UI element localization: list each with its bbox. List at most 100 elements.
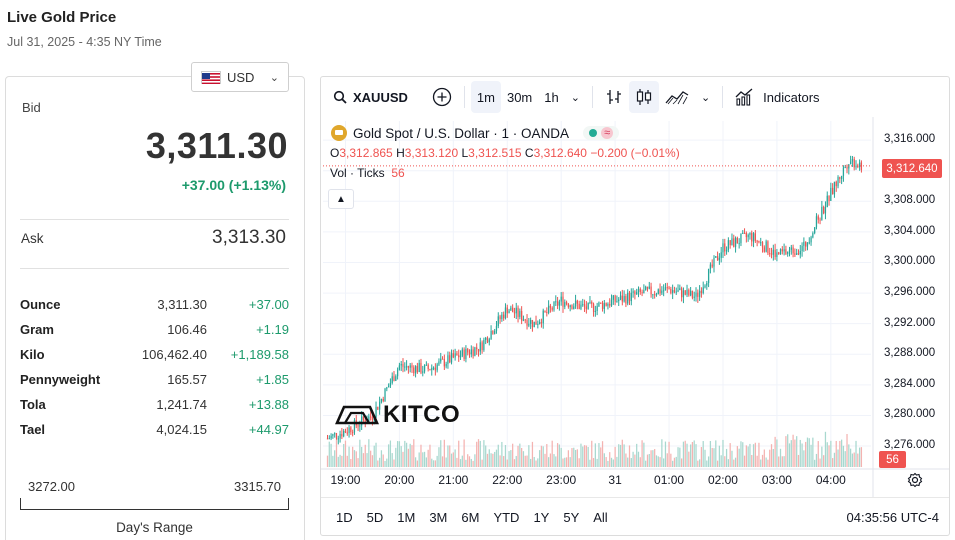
- candle-body: [767, 241, 769, 254]
- candle-body: [513, 312, 516, 314]
- gear-icon[interactable]: [907, 472, 923, 488]
- volume-bar: [851, 453, 854, 467]
- candle-body: [395, 376, 397, 381]
- candle-body: [860, 162, 863, 170]
- market-status: ≈: [583, 126, 620, 140]
- volume-bar: [709, 441, 712, 467]
- interval-1h[interactable]: 1h: [544, 89, 559, 105]
- volume-bar: [610, 457, 613, 467]
- volume-bar: [422, 452, 424, 467]
- volume-bar: [763, 449, 765, 467]
- chart-widget: XAUUSD 1m 30m 1h ⌄ ⌄ Indicators Gold Spo…: [320, 76, 950, 536]
- range-all[interactable]: All: [593, 510, 608, 525]
- volume-bar: [596, 458, 598, 467]
- volume-bar: [582, 446, 584, 467]
- volume-bar: [858, 447, 861, 467]
- volume-bar: [332, 455, 334, 467]
- price-chart[interactable]: [321, 77, 950, 497]
- symbol-search[interactable]: XAUUSD: [333, 90, 408, 105]
- volume-bar: [429, 444, 431, 467]
- range-1m[interactable]: 1M: [397, 510, 416, 525]
- candle-body: [763, 247, 765, 252]
- range-3m[interactable]: 3M: [429, 510, 448, 525]
- volume-bar: [641, 440, 643, 467]
- candle-body: [796, 253, 798, 255]
- range-5y[interactable]: 5Y: [563, 510, 580, 525]
- currency-select[interactable]: USD ⌄: [191, 62, 289, 92]
- range-5d[interactable]: 5D: [366, 510, 384, 525]
- candle-body: [648, 286, 650, 289]
- candle-body: [531, 320, 534, 328]
- page-title: Live Gold Price: [7, 9, 117, 26]
- candle-body: [858, 162, 861, 167]
- volume-bar: [418, 452, 420, 467]
- volume-bar: [544, 453, 546, 467]
- collapse-legend-button[interactable]: ▲: [328, 189, 354, 209]
- chart-toolbar: XAUUSD 1m 30m 1h ⌄ ⌄ Indicators: [321, 77, 949, 117]
- volume-bar: [682, 441, 685, 467]
- volume-bar: [565, 457, 568, 467]
- candle-body: [828, 195, 830, 201]
- candle-body: [619, 295, 622, 300]
- range-6m[interactable]: 6M: [461, 510, 480, 525]
- volume-bar: [776, 439, 778, 467]
- bar-style-button[interactable]: [599, 81, 629, 113]
- candle-body: [389, 382, 392, 386]
- area-style-button[interactable]: [659, 81, 695, 113]
- compare-button[interactable]: [426, 81, 458, 113]
- volume-bar: [812, 437, 814, 467]
- volume-bar: [420, 444, 422, 467]
- candle-style-button[interactable]: [628, 81, 659, 113]
- toolbar-separator: [722, 86, 724, 108]
- interval-1m[interactable]: 1m: [470, 81, 501, 113]
- candle-body: [731, 238, 733, 246]
- volume-bar: [779, 448, 782, 467]
- volume-bar: [524, 455, 526, 467]
- candle-body: [547, 305, 550, 313]
- interval-dropdown[interactable]: ⌄: [565, 81, 586, 113]
- candle-body: [580, 304, 582, 309]
- x-tick-label: 21:00: [438, 473, 469, 487]
- candle-body: [490, 330, 492, 340]
- candle-body: [546, 312, 548, 314]
- volume-bar: [384, 460, 386, 467]
- unit-row-tael: Tael 4,024.15 +44.97: [20, 417, 289, 442]
- range-1y[interactable]: 1Y: [533, 510, 550, 525]
- volume-bar: [819, 458, 821, 467]
- plus-circle-icon: [432, 87, 452, 107]
- volume-bar: [339, 454, 341, 467]
- volume-bar: [380, 450, 383, 467]
- candle-body: [402, 364, 404, 367]
- range-ytd[interactable]: YTD: [493, 510, 520, 525]
- candle-body: [706, 283, 708, 286]
- candle-body: [663, 290, 665, 292]
- volume-bar: [569, 457, 571, 467]
- volume-bar: [734, 457, 737, 467]
- candle-body: [743, 232, 746, 234]
- indicators-button[interactable]: Indicators: [729, 81, 825, 113]
- range-1d[interactable]: 1D: [336, 510, 353, 525]
- candle-body: [691, 290, 694, 298]
- interval-30m[interactable]: 30m: [506, 89, 533, 105]
- candle-body: [582, 304, 584, 306]
- y-tick-label: 3,300.000: [884, 255, 936, 268]
- volume-bar: [841, 439, 843, 467]
- volume-bar: [472, 460, 474, 467]
- candle-body: [350, 427, 352, 433]
- volume-bar: [456, 457, 458, 467]
- volume-bar: [698, 459, 701, 467]
- candle-body: [609, 304, 611, 306]
- volume-bar: [404, 440, 406, 467]
- unit-row-gram: Gram 106.46 +1.19: [20, 317, 289, 342]
- volume-bar: [499, 455, 501, 467]
- chart-style-dropdown[interactable]: ⌄: [695, 81, 716, 113]
- candle-body: [738, 243, 740, 245]
- volume-bar: [488, 449, 490, 467]
- candle-body: [530, 320, 532, 324]
- candle-body: [686, 289, 688, 295]
- candle-body: [535, 321, 537, 325]
- volume-bar: [691, 441, 694, 467]
- candle-body: [538, 322, 541, 324]
- volume-bar: [751, 455, 753, 467]
- candle-body: [668, 287, 670, 290]
